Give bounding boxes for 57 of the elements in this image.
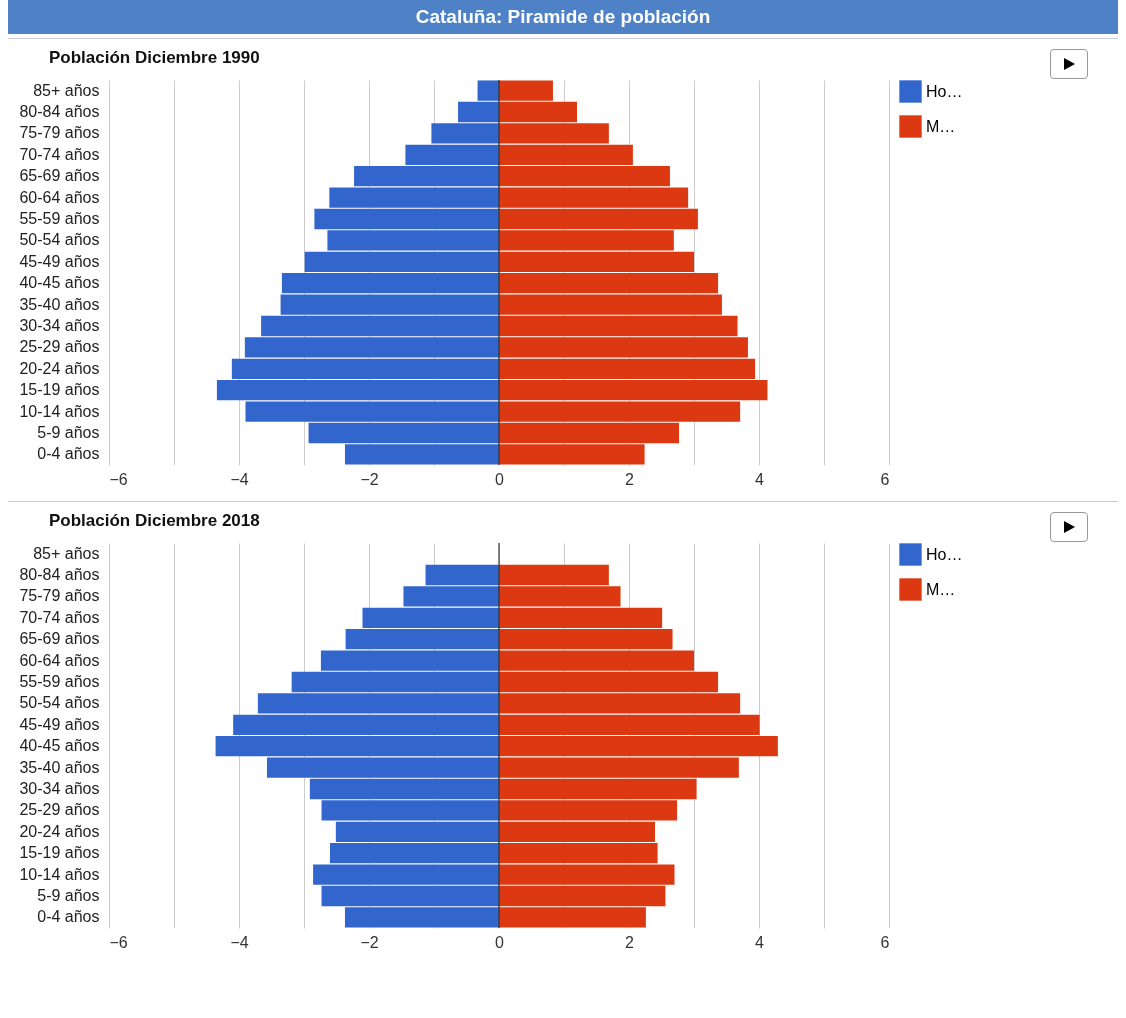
y-tick-label: 55-59 años [19,673,100,690]
y-tick-label: 5-9 años [37,887,100,905]
x-tick-label: 4 [755,470,765,488]
legend-label: Ho… [926,82,963,100]
y-tick-label: 75-79 años [19,124,100,142]
y-tick-label: 75-79 años [19,587,100,605]
y-tick-label: 45-49 años [19,252,100,270]
x-tick-label: 2 [625,470,635,488]
y-tick-label: 50-54 años [19,231,100,249]
x-tick-label: −6 [109,470,128,488]
x-tick-label: 4 [755,933,765,951]
y-tick-label: 70-74 años [19,145,100,163]
y-tick-label: 85+ años [33,81,100,99]
x-tick-label: 6 [880,470,890,488]
x-tick-label: −4 [230,933,249,951]
y-tick-label: 50-54 años [19,694,100,712]
x-tick-label: 2 [625,933,635,951]
y-tick-label: 60-64 años [19,188,100,206]
y-tick-label: 25-29 años [19,338,100,356]
y-tick-label: 80-84 años [19,102,100,120]
x-tick-label: 0 [495,470,505,488]
x-tick-label: −6 [109,933,128,951]
chart-title: Población Diciembre 2018 [49,511,260,531]
y-tick-label: 15-19 años [19,844,100,862]
legend-label: Ho… [926,545,963,563]
y-tick-label: 60-64 años [19,651,100,669]
y-tick-label: 85+ años [33,544,100,562]
y-tick-label: 20-24 años [19,359,100,377]
y-tick-label: 25-29 años [19,801,100,819]
y-tick-label: 45-49 años [19,715,100,733]
chart-subtitle: Población Diciembre 1990 [49,48,260,68]
x-tick-label: −4 [230,470,249,488]
y-tick-label: 20-24 años [19,822,100,840]
legend-label: M… [926,580,956,598]
y-tick-label: 10-14 años [19,865,100,883]
y-tick-label: 70-74 años [19,608,100,626]
y-tick-label: 55-59 años [19,210,100,227]
y-tick-label: 35-40 años [19,295,100,313]
y-tick-label: 30-34 años [19,780,100,797]
y-tick-label: 15-19 años [19,381,100,399]
legend-label: M… [926,117,956,135]
y-tick-label: 65-69 años [19,167,100,185]
y-tick-label: 0-4 años [37,445,100,463]
y-tick-label: 65-69 años [19,630,100,648]
y-tick-label: 40-45 años [19,274,100,292]
y-tick-label: 40-45 años [19,737,100,755]
x-tick-label: −2 [360,933,379,951]
x-tick-label: 6 [880,933,890,951]
x-tick-label: −2 [360,470,379,488]
y-tick-label: 35-40 años [19,758,100,776]
y-tick-label: 10-14 años [19,402,100,420]
y-tick-label: 5-9 años [37,424,100,442]
x-tick-label: 0 [495,933,505,951]
y-tick-label: 30-34 años [19,317,100,334]
y-tick-label: 80-84 años [19,565,100,583]
chart-title: Cataluña: Piramide de población [8,0,1118,34]
y-tick-label: 0-4 años [37,908,100,926]
